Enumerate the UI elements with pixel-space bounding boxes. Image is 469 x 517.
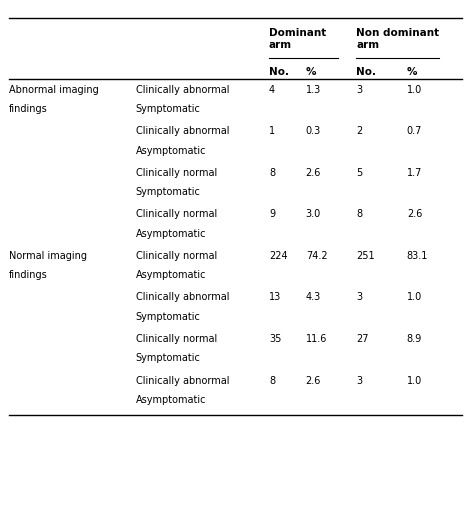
Text: Symptomatic: Symptomatic	[136, 353, 201, 363]
Text: 1.0: 1.0	[407, 375, 422, 386]
Text: 1.7: 1.7	[407, 168, 422, 178]
Text: 1.0: 1.0	[407, 293, 422, 302]
Text: Clinically abnormal: Clinically abnormal	[136, 293, 229, 302]
Text: No.: No.	[356, 67, 376, 77]
Text: Asymptomatic: Asymptomatic	[136, 145, 206, 156]
Text: Asymptomatic: Asymptomatic	[136, 270, 206, 280]
Text: Clinically abnormal: Clinically abnormal	[136, 375, 229, 386]
Text: 8: 8	[269, 168, 275, 178]
Text: findings: findings	[9, 104, 48, 114]
Text: Dominant
arm: Dominant arm	[269, 28, 326, 50]
Text: 8: 8	[269, 375, 275, 386]
Text: 9: 9	[269, 209, 275, 219]
Text: Abnormal imaging: Abnormal imaging	[9, 85, 99, 95]
Text: Asymptomatic: Asymptomatic	[136, 229, 206, 239]
Text: 3: 3	[356, 375, 363, 386]
Text: 3: 3	[356, 85, 363, 95]
Text: 4: 4	[269, 85, 275, 95]
Text: 1.3: 1.3	[306, 85, 321, 95]
Text: findings: findings	[9, 270, 48, 280]
Text: Symptomatic: Symptomatic	[136, 104, 201, 114]
Text: Symptomatic: Symptomatic	[136, 312, 201, 322]
Text: 4.3: 4.3	[306, 293, 321, 302]
Text: 35: 35	[269, 334, 281, 344]
Text: 13: 13	[269, 293, 281, 302]
Text: %: %	[407, 67, 417, 77]
Text: 1: 1	[269, 126, 275, 136]
Text: Symptomatic: Symptomatic	[136, 187, 201, 197]
Text: %: %	[306, 67, 316, 77]
Text: Clinically normal: Clinically normal	[136, 251, 217, 261]
Text: No.: No.	[269, 67, 289, 77]
Text: 5: 5	[356, 168, 363, 178]
Text: 8.9: 8.9	[407, 334, 422, 344]
Text: Clinically abnormal: Clinically abnormal	[136, 126, 229, 136]
Text: 2.6: 2.6	[407, 209, 422, 219]
Text: 3: 3	[356, 293, 363, 302]
Text: 2: 2	[356, 126, 363, 136]
Text: 2.6: 2.6	[306, 168, 321, 178]
Text: 0.3: 0.3	[306, 126, 321, 136]
Text: Clinically normal: Clinically normal	[136, 334, 217, 344]
Text: 1.0: 1.0	[407, 85, 422, 95]
Text: 251: 251	[356, 251, 375, 261]
Text: 8: 8	[356, 209, 363, 219]
Text: Clinically abnormal: Clinically abnormal	[136, 85, 229, 95]
Text: Clinically normal: Clinically normal	[136, 209, 217, 219]
Text: 0.7: 0.7	[407, 126, 422, 136]
Text: 27: 27	[356, 334, 369, 344]
Text: 3.0: 3.0	[306, 209, 321, 219]
Text: 2.6: 2.6	[306, 375, 321, 386]
Text: Non dominant
arm: Non dominant arm	[356, 28, 439, 50]
Text: Normal imaging: Normal imaging	[9, 251, 87, 261]
Text: Asymptomatic: Asymptomatic	[136, 395, 206, 405]
Text: 83.1: 83.1	[407, 251, 428, 261]
Text: 224: 224	[269, 251, 287, 261]
Text: 11.6: 11.6	[306, 334, 327, 344]
Text: Clinically normal: Clinically normal	[136, 168, 217, 178]
Text: 74.2: 74.2	[306, 251, 327, 261]
